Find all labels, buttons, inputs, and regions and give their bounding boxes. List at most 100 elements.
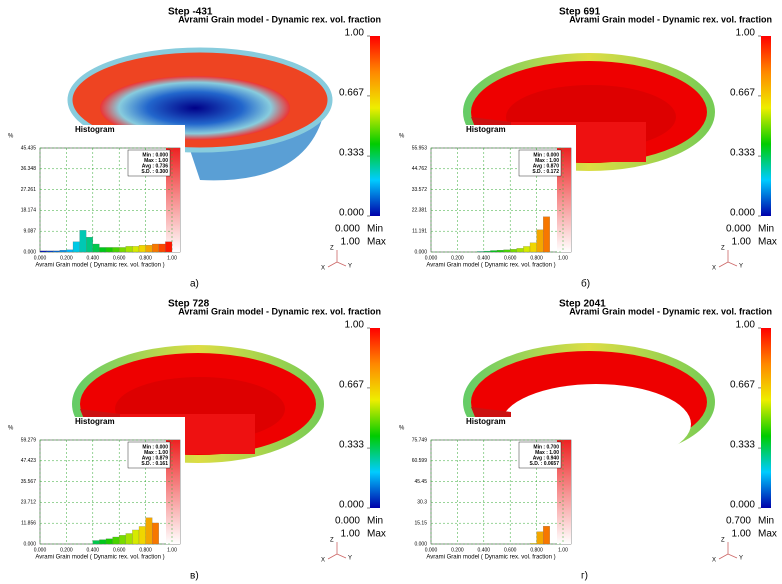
x-tick-label: 0.000: [425, 547, 438, 553]
max-label: Max: [367, 237, 386, 248]
colorbar-label: 1.00: [345, 28, 365, 39]
triad: [718, 542, 738, 560]
y-tick-label: 11.191: [412, 229, 427, 235]
histogram-bar: [138, 526, 146, 545]
y-tick-label: 0.000: [23, 541, 36, 547]
axis-x: X: [712, 266, 716, 272]
max-label: Max: [758, 529, 777, 540]
axis-x: X: [321, 558, 325, 564]
y-tick-label: 47.423: [21, 458, 37, 464]
histogram-bar: [125, 533, 133, 545]
histogram-bar: [92, 243, 100, 253]
stats-line: S.D. : 0.300: [141, 169, 168, 175]
y-tick-label: 0.000: [23, 249, 36, 255]
histogram-bar: [46, 250, 54, 253]
y-tick-label: 55.953: [412, 145, 428, 151]
histogram-bar: [145, 245, 153, 253]
histogram-bar: [145, 517, 153, 545]
stats-line: Avg : 0.736: [142, 163, 168, 169]
y-tick-label: 75.749: [412, 437, 428, 443]
histogram-bar: [99, 247, 107, 253]
x-tick-label: 1.00: [167, 255, 177, 261]
histogram-bar: [543, 526, 550, 545]
y-tick-label: 15.15: [414, 521, 427, 527]
histogram-bar: [119, 247, 126, 253]
histogram-title: Histogram: [75, 125, 115, 134]
x-tick-label: 0.800: [530, 255, 543, 261]
x-axis-label: Avrami Grain model ( Dynamic rex. vol. f…: [426, 555, 555, 561]
min-label: Min: [758, 224, 774, 235]
stats-box: [518, 149, 562, 177]
x-tick-label: 0.400: [87, 547, 100, 553]
histogram-bar: [92, 540, 100, 545]
stats-box: [518, 441, 562, 469]
y-unit: %: [399, 134, 405, 140]
y-tick-label: 18.174: [21, 208, 37, 214]
y-tick-label: 9.087: [23, 229, 36, 235]
histogram-title: Histogram: [75, 417, 115, 426]
x-tick-label: 0.200: [60, 547, 73, 553]
x-tick-label: 0.600: [113, 255, 126, 261]
y-tick-label: 45.435: [21, 145, 37, 151]
histogram-bar: [158, 243, 166, 253]
y-tick-label: 60.599: [412, 458, 428, 464]
histogram-bar: [529, 242, 537, 253]
colorbar-label: 0.667: [730, 380, 755, 391]
x-tick-label: 0.000: [425, 255, 438, 261]
x-tick-label: 0.600: [504, 547, 517, 553]
histogram-bar: [72, 241, 80, 253]
x-tick-label: 0.800: [139, 255, 152, 261]
stats-line: Avg : 0.879: [142, 455, 168, 461]
histogram-bar: [119, 535, 126, 545]
histogram-bar: [496, 250, 504, 253]
max-value: 1.00: [732, 237, 752, 248]
histogram-bar: [536, 531, 544, 545]
x-tick-label: 0.400: [87, 255, 100, 261]
x-tick-label: 0.400: [478, 547, 491, 553]
x-tick-label: 0.800: [139, 547, 152, 553]
histogram-bar: [99, 539, 107, 545]
min-value: 0.000: [335, 516, 360, 527]
x-tick-label: 0.600: [113, 547, 126, 553]
x-axis-label: Avrami Grain model ( Dynamic rex. vol. f…: [35, 555, 164, 561]
histogram-bar: [132, 246, 140, 253]
stats-line: Max : 1.00: [144, 158, 168, 164]
histogram-bar: [490, 250, 498, 253]
x-tick-label: 0.000: [34, 547, 47, 553]
step: Step 691: [559, 7, 601, 18]
colorbar-label: 0.667: [339, 88, 364, 99]
axis-y: Y: [739, 556, 743, 562]
histogram-bar: [483, 250, 491, 253]
y-tick-label: 44.762: [412, 166, 428, 172]
stats-line: Avg : 0.940: [533, 455, 559, 461]
colorbar: [761, 328, 771, 508]
x-tick-label: 0.000: [34, 255, 47, 261]
histogram-bar: [132, 529, 140, 545]
histogram-bar: [112, 536, 120, 545]
step: Step 728: [168, 299, 210, 310]
min-value: 0.000: [726, 224, 751, 235]
x-axis-label: Avrami Grain model ( Dynamic rex. vol. f…: [426, 263, 555, 269]
y-unit: %: [8, 134, 14, 140]
caption: в): [190, 571, 199, 582]
y-tick-label: 35.567: [21, 479, 37, 485]
y-tick-label: 0.000: [414, 541, 427, 547]
caption: г): [581, 571, 588, 582]
colorbar-label: 0.333: [730, 148, 755, 159]
stats-line: Min : 0.000: [142, 152, 168, 158]
y-tick-label: 45.45: [414, 479, 427, 485]
x-tick-label: 1.00: [558, 255, 568, 261]
triad: [327, 250, 347, 268]
y-tick-label: 33.572: [412, 187, 428, 193]
colorbar-label: 0.333: [339, 148, 364, 159]
triad: [327, 542, 347, 560]
x-tick-label: 0.600: [504, 255, 517, 261]
colorbar-label: 0.000: [339, 500, 364, 511]
histogram-bar: [477, 251, 484, 253]
title: Avrami Grain model - Dynamic rex. vol. f…: [569, 14, 772, 24]
y-unit: %: [399, 426, 405, 432]
min-label: Min: [367, 516, 383, 527]
